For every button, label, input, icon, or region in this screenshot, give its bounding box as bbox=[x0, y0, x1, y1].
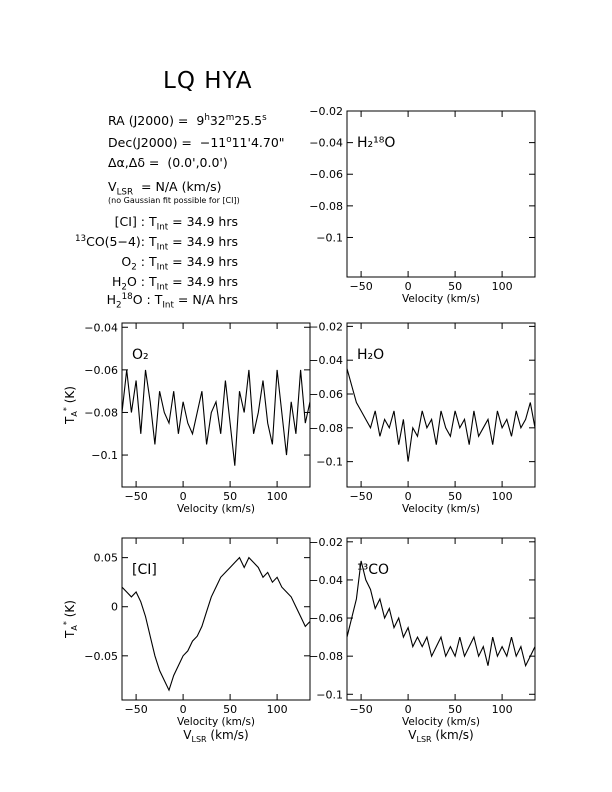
ra-minutes: 32 bbox=[209, 113, 226, 129]
y-tick-label: −0.02 bbox=[309, 320, 343, 333]
ra-line: RA (J2000) = 9h32m25.5s bbox=[108, 113, 267, 129]
y-tick-label: −0.1 bbox=[91, 449, 118, 462]
plot-frame bbox=[346, 110, 536, 278]
dec-line: Dec(J2000) = −11o11'4.70" bbox=[108, 135, 285, 151]
x-tick-label: 50 bbox=[223, 703, 237, 716]
x-tick-label: 100 bbox=[267, 490, 288, 503]
ra-hours: 9 bbox=[196, 113, 205, 129]
y-tick-label: −0.06 bbox=[309, 612, 343, 625]
tint-value: = 34.9 hrs bbox=[172, 214, 238, 229]
ra-seconds: 25.5 bbox=[234, 113, 263, 129]
y-tick-label: −0.1 bbox=[316, 231, 343, 244]
y-tick-label: −0.04 bbox=[309, 137, 343, 150]
tint-value: = 34.9 hrs bbox=[172, 274, 238, 289]
x-tick-label: 100 bbox=[492, 703, 513, 716]
tint-h218o: H218O : TInt = N/A hrs bbox=[106, 292, 238, 311]
dec-label: Dec(J2000) = bbox=[108, 135, 192, 151]
panel-O2: −50 0 50 100 −0.1 −0.08 −0.06 −0.04 O₂ Velocity (… bbox=[62, 321, 311, 515]
y-tick-label: −0.08 bbox=[84, 406, 118, 419]
dec-seconds: 4.70 bbox=[250, 135, 279, 151]
y-tick-label: −0.04 bbox=[309, 574, 343, 587]
vlsr-label: = N/A (km/s) bbox=[141, 179, 222, 194]
x-tick-label: 100 bbox=[492, 490, 513, 503]
tint-value: = N/A hrs bbox=[177, 292, 238, 308]
x-tick-label: 100 bbox=[267, 703, 288, 716]
y-tick-label: −0.1 bbox=[316, 456, 343, 469]
x-tick-label: 0 bbox=[405, 280, 412, 293]
y-tick-label: −0.02 bbox=[309, 536, 343, 549]
x-tick-label: 0 bbox=[180, 703, 187, 716]
source-title: LQ HYA bbox=[163, 68, 253, 94]
vlsr-axis-label: VLSR (km/s) bbox=[183, 728, 248, 744]
tint-value: = 34.9 hrs bbox=[172, 254, 238, 269]
plot-frame bbox=[346, 537, 536, 701]
panel-label: H₂¹⁸O bbox=[357, 135, 395, 151]
dec-degrees: −11 bbox=[199, 135, 227, 151]
y-tick-label: −0.08 bbox=[309, 200, 343, 213]
offset-label: Δα,Δδ = bbox=[108, 155, 160, 170]
plot-frame bbox=[346, 322, 536, 488]
vlsr-note: (no Gaussian fit possible for [CI]) bbox=[108, 196, 240, 205]
y-tick-label: −0.04 bbox=[84, 321, 118, 334]
x-tick-label: 50 bbox=[223, 490, 237, 503]
y-tick-label: −0.06 bbox=[309, 168, 343, 181]
y-tick-label: −0.08 bbox=[309, 422, 343, 435]
tint-h2o: H2O : TInt = 34.9 hrs bbox=[112, 274, 238, 293]
x-tick-label: 50 bbox=[448, 280, 462, 293]
x-tick-label: −50 bbox=[349, 280, 372, 293]
y-tick-label: 0.05 bbox=[94, 552, 119, 565]
panel-CI: −50 0 50 100 −0.05 0 0.05 [CI] Velocity (km/s)VL… bbox=[62, 537, 311, 744]
x-tick-label: −50 bbox=[124, 490, 147, 503]
spectrum-line bbox=[346, 560, 536, 668]
y-tick-label: 0 bbox=[111, 601, 118, 614]
y-axis-label: TA* (K) bbox=[62, 386, 79, 425]
x-tick-label: −50 bbox=[124, 703, 147, 716]
y-tick-label: −0.06 bbox=[84, 364, 118, 377]
panel-H218O: −50 0 50 100 −0.1 −0.08 −0.06 −0.04 −0.02 H₂¹⁸O Ve… bbox=[309, 105, 536, 305]
panel-label: [CI] bbox=[132, 562, 157, 578]
panel-13CO: −50 0 50 100 −0.1 −0.08 −0.06 −0.04 −0.02 ¹³CO Vel… bbox=[309, 536, 536, 744]
vlsr-line: VLSR = N/A (km/s) bbox=[108, 179, 222, 198]
tint-13co: 13CO(5−4): TInt = 34.9 hrs bbox=[74, 234, 238, 253]
panel-label: O₂ bbox=[132, 347, 149, 363]
x-tick-label: 50 bbox=[448, 490, 462, 503]
y-tick-label: −0.06 bbox=[309, 388, 343, 401]
panel-label: ¹³CO bbox=[357, 562, 389, 578]
ra-label: RA (J2000) = bbox=[108, 113, 189, 129]
y-tick-label: −0.05 bbox=[84, 650, 118, 663]
y-tick-label: −0.04 bbox=[309, 354, 343, 367]
x-axis-label: Velocity (km/s) bbox=[402, 716, 480, 728]
offset-value: (0.0',0.0') bbox=[167, 155, 228, 170]
x-tick-label: 0 bbox=[180, 490, 187, 503]
panel-H2O: −50 0 50 100 −0.1 −0.08 −0.06 −0.04 −0.02 H₂O Velo… bbox=[309, 320, 536, 515]
panel-label: H₂O bbox=[357, 347, 384, 363]
plot-frame bbox=[121, 322, 311, 488]
x-axis-label: Velocity (km/s) bbox=[177, 503, 255, 515]
spectrum-line bbox=[346, 368, 536, 462]
tint-ci: [CI] : TInt = 34.9 hrs bbox=[114, 214, 238, 233]
spectrum-line bbox=[121, 556, 311, 692]
plot-frame bbox=[121, 537, 311, 701]
y-tick-label: −0.1 bbox=[316, 688, 343, 701]
x-axis-label: Velocity (km/s) bbox=[402, 503, 480, 515]
x-axis-label: Velocity (km/s) bbox=[402, 293, 480, 305]
y-tick-label: −0.08 bbox=[309, 650, 343, 663]
tint-o2: O2 : TInt = 34.9 hrs bbox=[121, 254, 238, 273]
x-tick-label: 50 bbox=[448, 703, 462, 716]
y-axis-label: TA* (K) bbox=[62, 600, 79, 639]
dec-minutes: 11 bbox=[231, 135, 248, 151]
x-tick-label: 100 bbox=[492, 280, 513, 293]
x-tick-label: −50 bbox=[349, 490, 372, 503]
tint-value: = 34.9 hrs bbox=[172, 234, 238, 250]
x-tick-label: −50 bbox=[349, 703, 372, 716]
spectrum-line bbox=[121, 369, 311, 466]
x-tick-label: 0 bbox=[405, 490, 412, 503]
x-axis-label: Velocity (km/s) bbox=[177, 716, 255, 728]
x-tick-label: 0 bbox=[405, 703, 412, 716]
offset-line: Δα,Δδ = (0.0',0.0') bbox=[108, 155, 228, 170]
y-tick-label: −0.02 bbox=[309, 105, 343, 118]
vlsr-axis-label: VLSR (km/s) bbox=[408, 728, 473, 744]
tint-sub: Int bbox=[156, 222, 169, 233]
